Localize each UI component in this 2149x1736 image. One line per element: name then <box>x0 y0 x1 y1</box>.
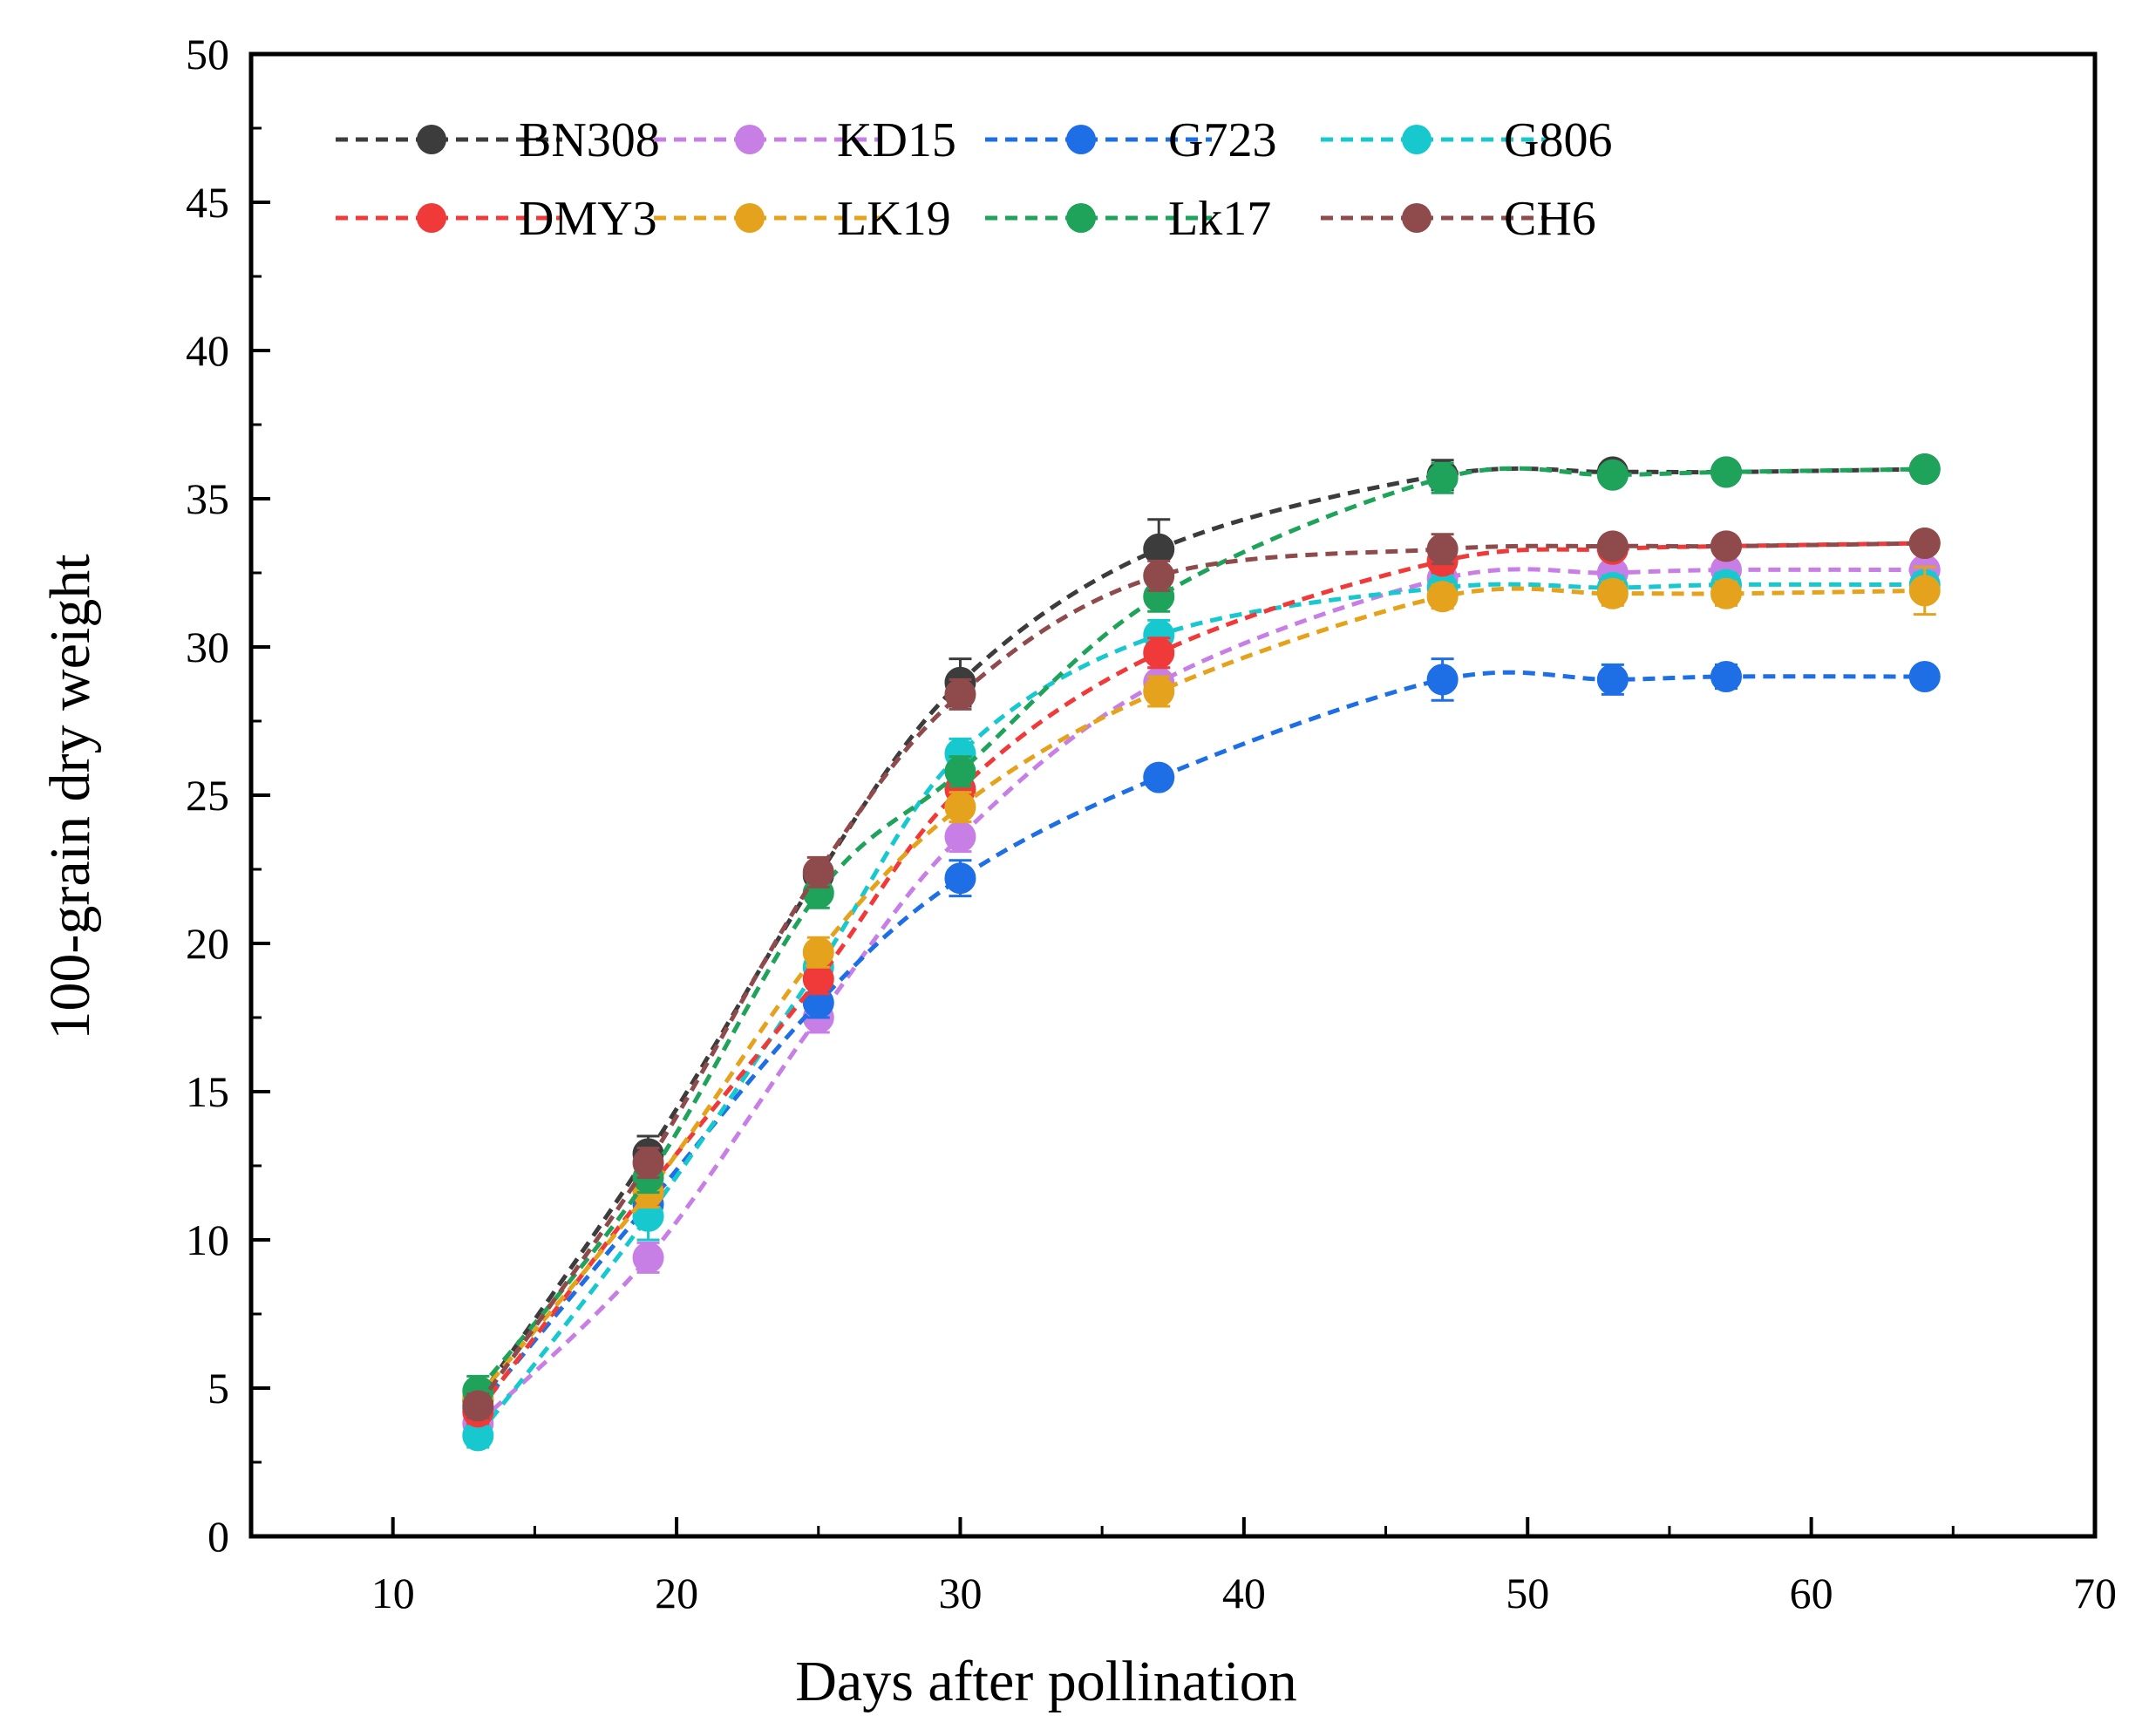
legend-swatch-marker <box>735 203 765 233</box>
axes-group: 10 20 30 40 50 60 70 0 5 10 15 20 25 30 35 40 45 50 <box>186 30 2117 1617</box>
y-tick-label: 30 <box>186 623 229 671</box>
x-axis-title: Days after pollination <box>795 1650 1297 1713</box>
legend-label: LK19 <box>837 192 951 246</box>
legend: BN308 KD15 G723 G806 DMY3 LK19 Lk17 CH6 <box>336 113 1612 246</box>
y-tick-label: 10 <box>186 1215 229 1264</box>
series-line-BN308 <box>476 466 1925 1402</box>
data-point <box>1426 533 1459 565</box>
data-point <box>944 791 976 823</box>
data-point <box>1710 661 1742 692</box>
y-tick-label: 25 <box>186 771 229 820</box>
data-point <box>944 755 976 787</box>
series-line-DMY3 <box>476 541 1925 1413</box>
legend-swatch-marker <box>417 125 446 154</box>
y-tick-label: 20 <box>186 919 229 968</box>
legend-label: G723 <box>1168 113 1276 167</box>
series-group <box>462 453 1941 1452</box>
x-tick-label: 30 <box>938 1569 982 1617</box>
data-point <box>802 963 834 995</box>
data-point <box>802 856 834 888</box>
plot-frame <box>248 51 2098 1539</box>
data-point <box>1426 581 1459 613</box>
data-point <box>1908 661 1941 692</box>
series-line-CH6 <box>476 541 1925 1407</box>
legend-swatch-marker <box>1066 125 1096 154</box>
y-tick-label: 0 <box>207 1512 229 1561</box>
data-point <box>1596 577 1629 609</box>
series-line-KD15 <box>476 567 1925 1426</box>
x-tick-label: 20 <box>655 1569 698 1617</box>
series-line-LK19 <box>476 586 1925 1399</box>
y-tick-label: 35 <box>186 474 229 523</box>
data-point <box>1143 560 1175 592</box>
legend-label: G806 <box>1504 113 1612 167</box>
legend-swatch-marker <box>735 125 765 154</box>
data-point <box>1710 577 1742 609</box>
legend-label: BN308 <box>519 113 660 167</box>
data-point <box>1596 459 1629 491</box>
legend-label: DMY3 <box>519 192 657 246</box>
data-point <box>944 678 976 711</box>
x-tick-label: 50 <box>1506 1569 1549 1617</box>
legend-label: KD15 <box>837 113 956 167</box>
legend-swatch-marker <box>1066 203 1096 233</box>
data-point <box>944 862 976 895</box>
y-tick-label: 50 <box>186 30 229 78</box>
data-point <box>1908 528 1941 559</box>
data-point <box>1143 676 1175 707</box>
data-point <box>1143 637 1175 669</box>
y-tick-label: 15 <box>186 1067 229 1116</box>
y-tick-label: 5 <box>207 1364 229 1413</box>
data-point <box>462 1390 494 1422</box>
data-point <box>1908 453 1941 485</box>
y-tick-label: 40 <box>186 326 229 375</box>
series-line-G723 <box>476 670 1925 1411</box>
x-tick-label: 70 <box>2073 1569 2117 1617</box>
y-tick-label: 45 <box>186 178 229 227</box>
data-point <box>802 936 834 969</box>
legend-swatch-marker <box>1402 125 1432 154</box>
legend-swatch-marker <box>1402 203 1432 233</box>
data-point <box>1143 761 1175 793</box>
legend-swatch-marker <box>417 203 446 233</box>
y-axis-title: 100-grain dry weight <box>38 554 102 1039</box>
data-point <box>1426 462 1459 494</box>
data-point <box>1596 530 1629 562</box>
data-point <box>1426 664 1459 696</box>
x-tick-label: 40 <box>1222 1569 1266 1617</box>
legend-label: Lk17 <box>1168 192 1271 246</box>
data-point <box>632 1147 664 1179</box>
data-point <box>1710 530 1742 562</box>
series-line-G806 <box>476 582 1925 1437</box>
legend-label: CH6 <box>1504 192 1596 246</box>
data-point <box>632 1242 664 1274</box>
series-line-Lk17 <box>476 466 1925 1392</box>
x-tick-label: 10 <box>371 1569 415 1617</box>
x-tick-label: 60 <box>1790 1569 1833 1617</box>
data-point <box>1596 664 1629 696</box>
data-point <box>1908 575 1941 607</box>
data-point <box>944 820 976 853</box>
data-point <box>1710 456 1742 488</box>
data-point <box>1143 533 1175 565</box>
